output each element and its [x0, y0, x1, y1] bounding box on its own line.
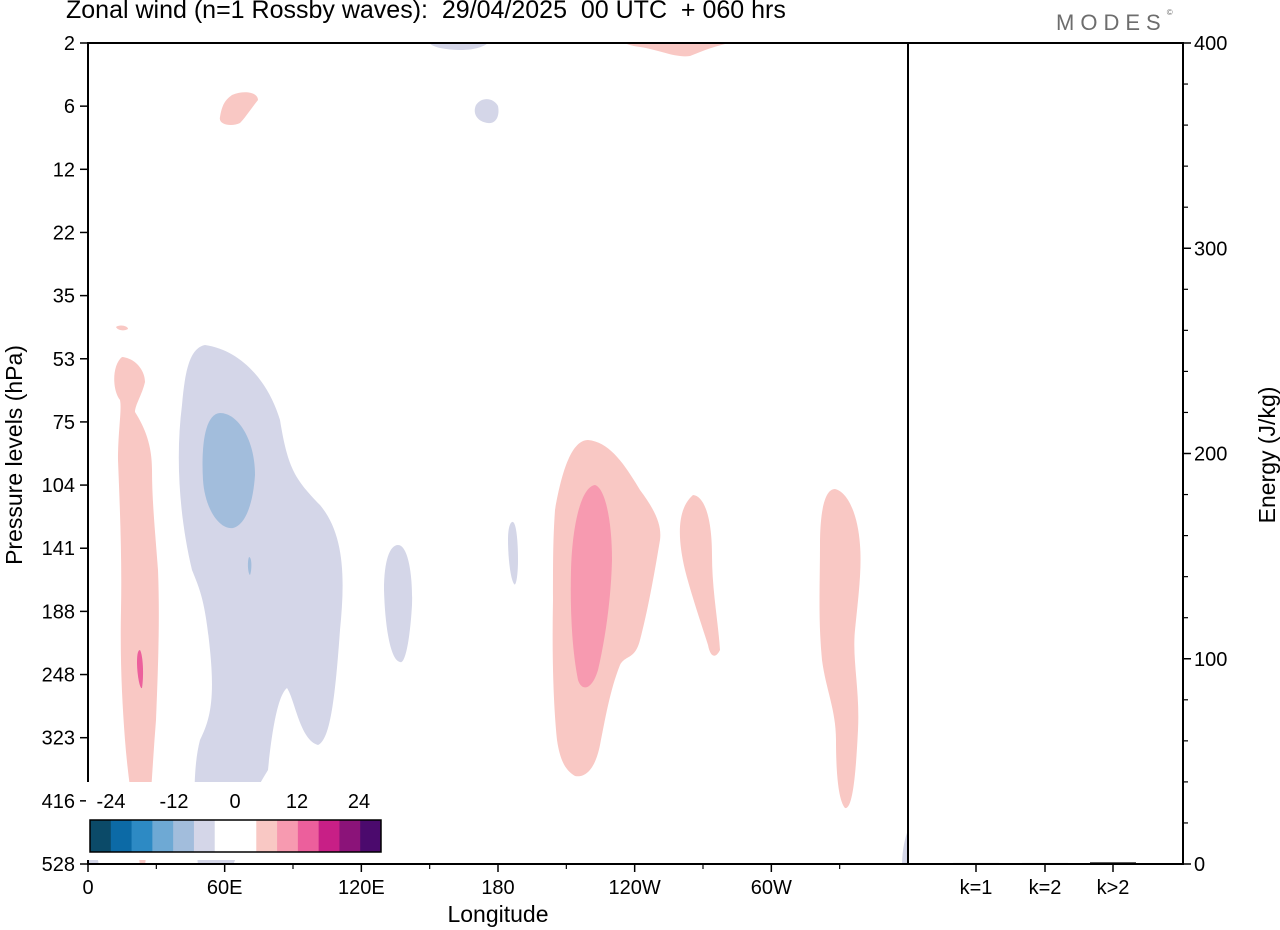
energy-bar: [953, 862, 999, 864]
x-tick-label: 60W: [751, 877, 792, 899]
colorbar-frame: [89, 819, 382, 853]
x-axis: 0 60E 120E 180 120W 60W: [82, 864, 841, 899]
colorbar-cell: [152, 820, 174, 852]
energy-axis-title: Energy (J/kg): [1254, 387, 1280, 524]
negative-region-strong: [247, 557, 252, 575]
positive-region-strong: [570, 485, 612, 688]
colorbar-label: 12: [286, 791, 308, 813]
x-tick-label: 0: [82, 877, 93, 899]
negative-region: [430, 43, 488, 51]
x-tick-label: 60E: [207, 877, 243, 899]
colorbar-cell: [277, 820, 299, 852]
k-label: k=2: [1029, 877, 1062, 899]
y-tick-label: 188: [42, 601, 75, 623]
x-axis-title: Longitude: [447, 901, 548, 927]
energy-bars: k=1 k=2 k>2: [953, 862, 1136, 899]
colorbar-label: 0: [229, 791, 240, 813]
k-label: k>2: [1097, 877, 1130, 899]
negative-region: [384, 545, 413, 663]
colorbar-cell: [256, 820, 278, 852]
y-tick-label: 2: [64, 33, 75, 55]
y-tick-label: 35: [53, 286, 75, 308]
wind-field: [88, 43, 908, 864]
negative-region-strong: [202, 413, 255, 529]
y-tick-label: 12: [53, 159, 75, 181]
x-tick-label: 180: [481, 877, 514, 899]
colorbar-cell: [90, 820, 112, 852]
y-tick-label: 104: [42, 475, 75, 497]
colorbar-cell: [297, 820, 320, 852]
y-tick-label: 528: [42, 854, 75, 876]
colorbar-label: 24: [348, 791, 370, 813]
colorbar-cell: [193, 820, 216, 852]
positive-region: [679, 495, 720, 656]
y-tick-label: 323: [42, 728, 75, 750]
y-tick-label: 6: [64, 96, 75, 118]
y-tick-label: 416: [42, 791, 75, 813]
negative-region: [474, 99, 499, 124]
chart-title: Zonal wind (n=1 Rossby waves): 29/04/202…: [66, 0, 786, 24]
energy-plot-frame: [907, 42, 1184, 865]
colorbar-cell: [173, 820, 195, 852]
positive-region: [219, 92, 258, 125]
colorbar-cell: [318, 820, 340, 852]
energy-bar: [1090, 862, 1136, 864]
negative-region: [508, 521, 518, 585]
negative-region: [902, 830, 908, 864]
k-label: k=1: [960, 877, 993, 899]
positive-region-strong: [137, 650, 144, 689]
logo-copyright-mark: ©: [1166, 8, 1173, 17]
positive-region: [819, 489, 861, 809]
colorbar-label: -24: [97, 791, 126, 813]
y-tick-label: 53: [53, 349, 75, 371]
x-tick-label: 120E: [338, 877, 385, 899]
energy-tick-label: 400: [1194, 33, 1227, 55]
y-tick-label: 22: [53, 222, 75, 244]
positive-region: [114, 357, 159, 864]
colorbar: -24 -12 0 12 24: [86, 782, 386, 860]
energy-tick-label: 100: [1194, 649, 1227, 671]
positive-region: [625, 43, 730, 57]
x-tick-label: 120W: [609, 877, 661, 899]
y-tick-label: 248: [42, 665, 75, 687]
y-tick-label: 141: [42, 538, 75, 560]
energy-bar: [1022, 862, 1068, 864]
colorbar-label: -12: [160, 791, 189, 813]
colorbar-cell: [235, 820, 257, 852]
y-axis: 2 6 12 22 35 53 75 104 141 188 248 323 416 528: [42, 33, 88, 876]
logo-text: MODES: [1056, 10, 1167, 35]
energy-axis: 0 100 200 300 400: [1183, 33, 1227, 876]
energy-tick-label: 300: [1194, 238, 1227, 260]
colorbar-cell: [214, 820, 236, 852]
energy-tick-label: 0: [1194, 854, 1205, 876]
energy-tick-label: 200: [1194, 444, 1227, 466]
y-axis-title: Pressure levels (hPa): [1, 345, 27, 565]
colorbar-cell: [110, 820, 132, 852]
y-tick-label: 75: [53, 412, 75, 434]
colorbar-cell: [339, 820, 361, 852]
colorbar-cell: [360, 820, 382, 852]
positive-region: [116, 325, 128, 331]
colorbar-cell: [131, 820, 153, 852]
modes-logo: MODES©: [1056, 8, 1173, 36]
